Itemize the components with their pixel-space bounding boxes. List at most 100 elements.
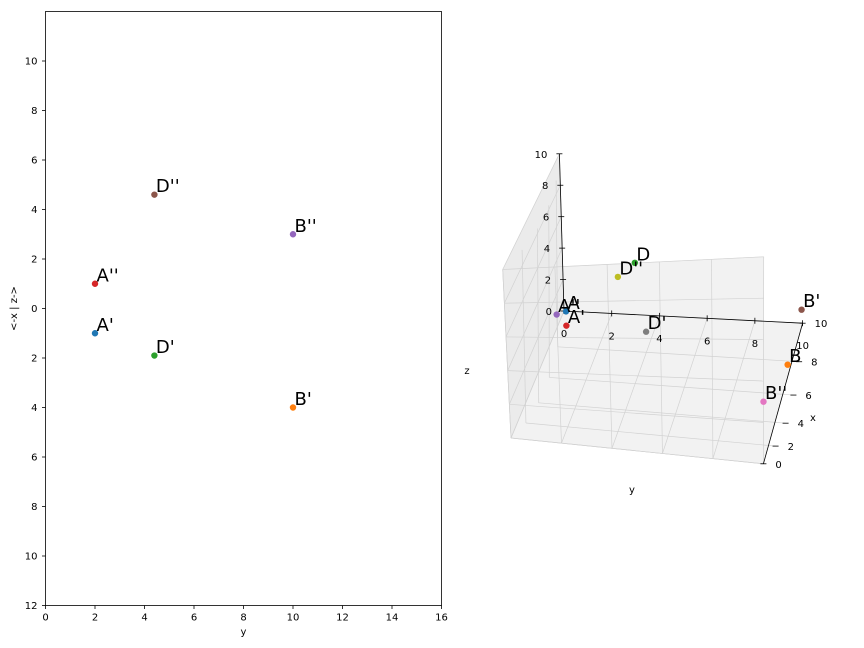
point-label-a-prime-prime-2d: A'' — [97, 265, 119, 286]
y-tick-label: 10 — [25, 552, 38, 563]
point-d-prime-2d — [151, 352, 158, 359]
y-tick-label: 8 — [31, 502, 37, 513]
x-tick-label: 6 — [191, 613, 197, 624]
side-grid-line — [502, 269, 512, 439]
z-axis-line — [559, 153, 565, 312]
floor-grid-line — [712, 320, 756, 459]
x-tick-label-3d: 10 — [815, 319, 828, 330]
x-axis-line — [763, 323, 803, 464]
side-grid-line — [548, 205, 550, 378]
point-label-a-3d: A — [568, 293, 581, 314]
side-grid-line — [510, 310, 565, 439]
point-a-prime-2d — [91, 330, 99, 337]
y-tick-label: 12 — [25, 601, 38, 612]
floor-grid-line — [549, 377, 794, 396]
y-axis-line — [563, 310, 803, 324]
floor-grid-line — [662, 318, 708, 454]
point-b-prime-prime-3d — [760, 398, 767, 405]
point-label-d-prime-2d: D' — [156, 337, 175, 358]
side-grid-line — [521, 249, 527, 424]
floor-grid-line — [538, 402, 786, 424]
projection-2d-panel: 0 2 4 6 8 10 12 14 16 12 10 8 6 4 2 0 2 4 6 8 10 y <-x | z-> A'… — [9, 11, 448, 638]
y-axis-label: <-x | z-> — [9, 286, 20, 331]
y-tick-label: 10 — [25, 57, 38, 68]
x-tick-label-3d: 8 — [811, 358, 817, 369]
back-grid-line — [506, 336, 764, 340]
point-b-prime-3d — [798, 306, 805, 313]
point-b-3d — [784, 361, 791, 368]
side-grid-line — [507, 247, 563, 371]
back-grid-line — [509, 403, 764, 423]
x-tick-label-3d: 6 — [805, 391, 811, 402]
point-label-b-prime-prime-3d: B'' — [765, 383, 787, 404]
z-axis-label-3d: z — [464, 366, 469, 377]
z-tick-label-3d: 4 — [544, 244, 550, 255]
point-a-3d — [562, 308, 570, 315]
z-tick-label-3d: 6 — [543, 213, 549, 224]
side-grid-line — [502, 153, 560, 270]
point-label-b-prime-prime-2d: B'' — [295, 216, 317, 237]
floor-grid-line — [525, 422, 776, 447]
x-tick-label: 2 — [92, 613, 98, 624]
z-tick-label-3d: 2 — [545, 276, 551, 287]
back-grid-line — [606, 264, 613, 449]
point-label-b-prime-2d: B' — [295, 389, 312, 410]
floor-grid-line — [611, 315, 660, 449]
point-label-d-prime-3d: D' — [648, 313, 667, 334]
x-tick-label-3d: 4 — [798, 419, 804, 430]
y-tick-label-3d: 8 — [752, 339, 758, 350]
point-label-b-3d: B — [789, 346, 801, 367]
x-tick-label: 8 — [240, 613, 246, 624]
floor-grid-line — [557, 346, 800, 363]
x-axis-label: y — [241, 627, 247, 638]
side-grid-line — [504, 185, 561, 304]
z-tick-label-3d: 10 — [535, 150, 548, 161]
point-a-prime-prime-3d — [553, 311, 560, 318]
y-tick-label: 2 — [31, 354, 37, 365]
side-grid-line — [537, 228, 540, 403]
point-label-a-prime-3d: A' — [568, 307, 585, 328]
point-label-a-prime-prime-3d: A'' — [558, 296, 580, 317]
point-b-prime-prime-2d — [289, 231, 297, 238]
x-tick-label: 0 — [42, 613, 48, 624]
point-label-a-prime-2d: A' — [97, 315, 114, 336]
x-tick-label: 16 — [435, 613, 448, 624]
y-tick-label-3d: 6 — [704, 336, 710, 347]
side-grid-line — [555, 180, 559, 347]
y-tick-label-3d: 10 — [796, 341, 809, 352]
back-grid-line — [510, 437, 764, 465]
point-label-d-3d: D — [636, 244, 650, 265]
side-grid-line — [505, 216, 562, 338]
y-tick-label: 6 — [31, 156, 37, 167]
y-tick-label: 6 — [31, 453, 37, 464]
y-tick-label: 2 — [31, 255, 37, 266]
x-axis-label-3d: x — [810, 413, 816, 424]
y-axis-label-3d: y — [629, 485, 635, 496]
point-label-b-prime-3d: B' — [803, 291, 820, 312]
floor-grid-line — [561, 313, 613, 444]
point-d-3d — [631, 259, 639, 267]
x-tick-label: 10 — [287, 613, 300, 624]
point-a-prime-prime-2d — [91, 280, 99, 287]
x-tick-label: 12 — [336, 613, 349, 624]
y-tick-label-3d: 0 — [561, 329, 567, 340]
x-tick-label-3d: 2 — [788, 442, 794, 453]
x-tick-label-3d: 0 — [775, 460, 781, 471]
point-d-prime-prime-2d — [151, 191, 158, 198]
point-label-d-prime-prime-3d: D'' — [619, 258, 643, 279]
back-grid-line — [711, 259, 714, 459]
y-tick-label: 4 — [31, 205, 37, 216]
point-d-prime-3d — [642, 328, 650, 335]
y-tick-label: 4 — [31, 403, 37, 414]
y-tick-label: 0 — [31, 304, 37, 315]
side-grid-line — [509, 279, 564, 405]
x-tick-label: 4 — [141, 613, 147, 624]
x-tick-label: 14 — [386, 613, 399, 624]
point-a-prime-3d — [563, 322, 570, 329]
z-tick-label-3d: 8 — [542, 181, 548, 192]
back-grid-line — [507, 370, 764, 382]
y-tick-label-3d: 2 — [609, 331, 615, 342]
back-grid-line — [504, 297, 764, 304]
